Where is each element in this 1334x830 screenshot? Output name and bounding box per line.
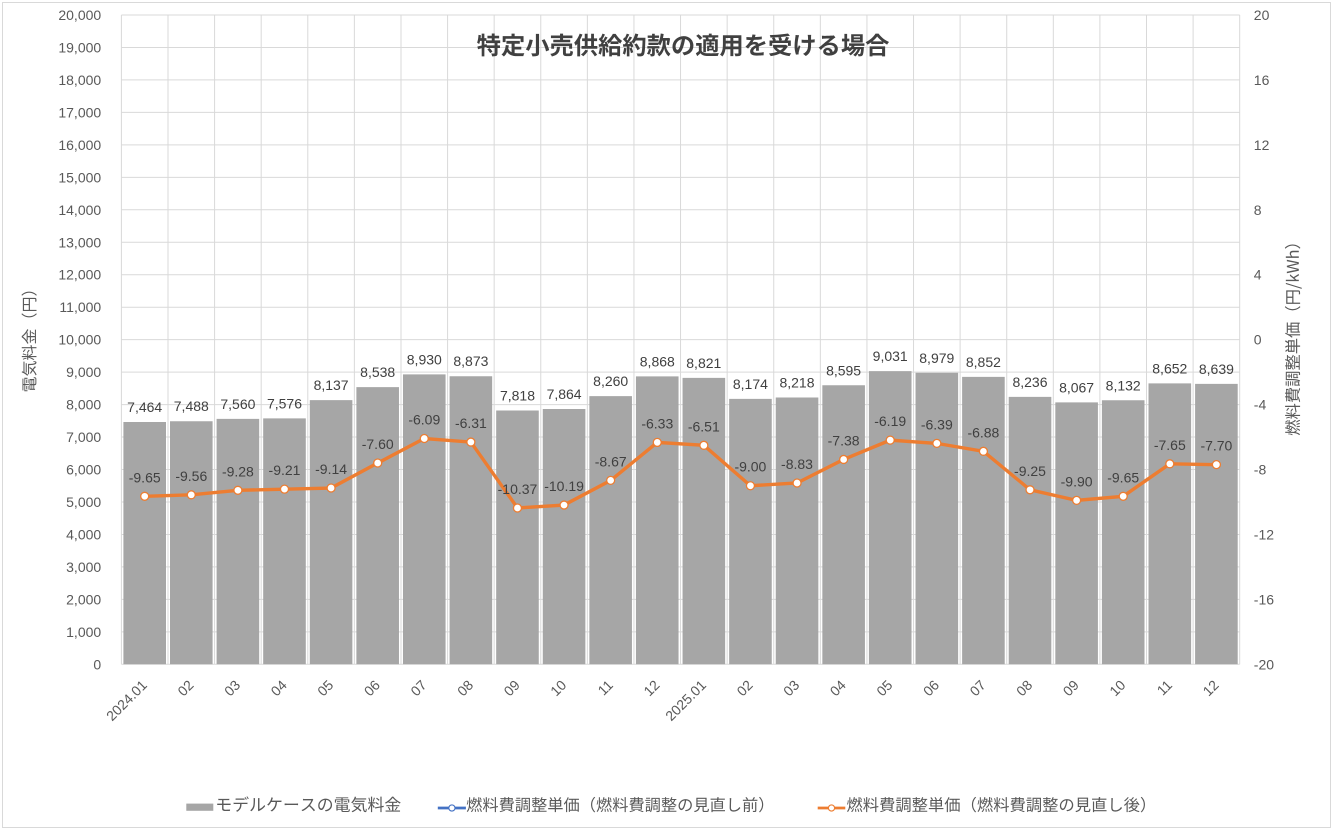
- svg-text:-9.65: -9.65: [129, 469, 161, 485]
- svg-text:-12: -12: [1254, 526, 1274, 542]
- svg-text:6,000: 6,000: [66, 462, 101, 478]
- svg-text:8,852: 8,852: [966, 354, 1001, 370]
- svg-text:12: 12: [1254, 137, 1270, 153]
- svg-text:8,821: 8,821: [686, 355, 721, 371]
- svg-text:8,067: 8,067: [1059, 379, 1094, 395]
- svg-text:-16: -16: [1254, 591, 1274, 607]
- svg-text:-7.38: -7.38: [828, 432, 860, 448]
- svg-text:-10.37: -10.37: [498, 481, 538, 497]
- svg-text:-8: -8: [1254, 462, 1267, 478]
- svg-text:8,137: 8,137: [314, 377, 349, 393]
- svg-text:-9.21: -9.21: [269, 462, 301, 478]
- svg-text:8,236: 8,236: [1012, 374, 1047, 390]
- svg-text:8,000: 8,000: [66, 397, 101, 413]
- svg-text:20,000: 20,000: [58, 7, 101, 23]
- svg-text:4: 4: [1254, 267, 1262, 283]
- svg-text:20: 20: [1254, 7, 1270, 23]
- svg-text:8: 8: [1254, 202, 1262, 218]
- svg-text:8,639: 8,639: [1199, 361, 1234, 377]
- svg-text:-9.28: -9.28: [222, 463, 254, 479]
- svg-text:-9.65: -9.65: [1107, 469, 1139, 485]
- svg-text:0: 0: [93, 656, 101, 672]
- svg-text:4,000: 4,000: [66, 526, 101, 542]
- svg-text:17,000: 17,000: [58, 104, 101, 120]
- svg-text:9,000: 9,000: [66, 364, 101, 380]
- svg-text:-7.60: -7.60: [362, 436, 394, 452]
- svg-text:-7.70: -7.70: [1200, 438, 1232, 454]
- svg-text:-9.14: -9.14: [315, 461, 347, 477]
- svg-text:11,000: 11,000: [59, 299, 101, 315]
- svg-text:-6.31: -6.31: [455, 415, 487, 431]
- svg-text:-7.65: -7.65: [1154, 437, 1186, 453]
- svg-text:-9.90: -9.90: [1061, 473, 1093, 489]
- svg-text:-9.25: -9.25: [1014, 463, 1046, 479]
- svg-text:-6.88: -6.88: [967, 424, 999, 440]
- svg-text:15,000: 15,000: [58, 169, 101, 185]
- svg-text:3,000: 3,000: [66, 559, 101, 575]
- svg-text:8,652: 8,652: [1152, 360, 1187, 376]
- svg-text:8,979: 8,979: [919, 350, 954, 366]
- svg-text:19,000: 19,000: [58, 40, 101, 56]
- svg-text:-9.00: -9.00: [734, 459, 766, 475]
- svg-text:14,000: 14,000: [58, 202, 101, 218]
- svg-text:13,000: 13,000: [58, 234, 101, 250]
- svg-text:-9.56: -9.56: [175, 468, 207, 484]
- svg-text:8,595: 8,595: [826, 362, 861, 378]
- svg-text:-6.39: -6.39: [921, 416, 953, 432]
- svg-text:10,000: 10,000: [58, 332, 101, 348]
- svg-text:7,464: 7,464: [127, 399, 162, 415]
- svg-text:7,818: 7,818: [500, 388, 535, 404]
- svg-text:-6.19: -6.19: [874, 413, 906, 429]
- svg-text:2,000: 2,000: [66, 591, 101, 607]
- svg-text:8,930: 8,930: [407, 351, 442, 367]
- svg-text:-6.33: -6.33: [641, 415, 673, 431]
- svg-text:16: 16: [1254, 72, 1270, 88]
- svg-text:8,174: 8,174: [733, 376, 768, 392]
- svg-text:7,864: 7,864: [547, 386, 582, 402]
- svg-text:-8.67: -8.67: [595, 453, 627, 469]
- svg-text:-6.51: -6.51: [688, 418, 720, 434]
- svg-text:5,000: 5,000: [66, 494, 101, 510]
- svg-text:1,000: 1,000: [66, 624, 101, 640]
- svg-text:7,560: 7,560: [220, 396, 255, 412]
- svg-text:8,218: 8,218: [779, 375, 814, 391]
- svg-text:9,031: 9,031: [873, 348, 908, 364]
- svg-text:-8.83: -8.83: [781, 456, 813, 472]
- svg-text:-10.19: -10.19: [544, 478, 584, 494]
- svg-text:-6.09: -6.09: [408, 412, 440, 428]
- svg-text:8,132: 8,132: [1106, 377, 1141, 393]
- svg-text:18,000: 18,000: [58, 72, 101, 88]
- svg-text:-20: -20: [1254, 656, 1274, 672]
- svg-text:-4: -4: [1254, 397, 1267, 413]
- svg-text:7,488: 7,488: [174, 398, 209, 414]
- svg-text:12,000: 12,000: [58, 267, 101, 283]
- svg-text:8,868: 8,868: [640, 353, 675, 369]
- svg-text:0: 0: [1254, 332, 1262, 348]
- svg-text:16,000: 16,000: [58, 137, 101, 153]
- svg-text:8,538: 8,538: [360, 364, 395, 380]
- svg-text:7,000: 7,000: [66, 429, 101, 445]
- svg-text:8,260: 8,260: [593, 373, 628, 389]
- svg-text:8,873: 8,873: [453, 353, 488, 369]
- svg-text:7,576: 7,576: [267, 395, 302, 411]
